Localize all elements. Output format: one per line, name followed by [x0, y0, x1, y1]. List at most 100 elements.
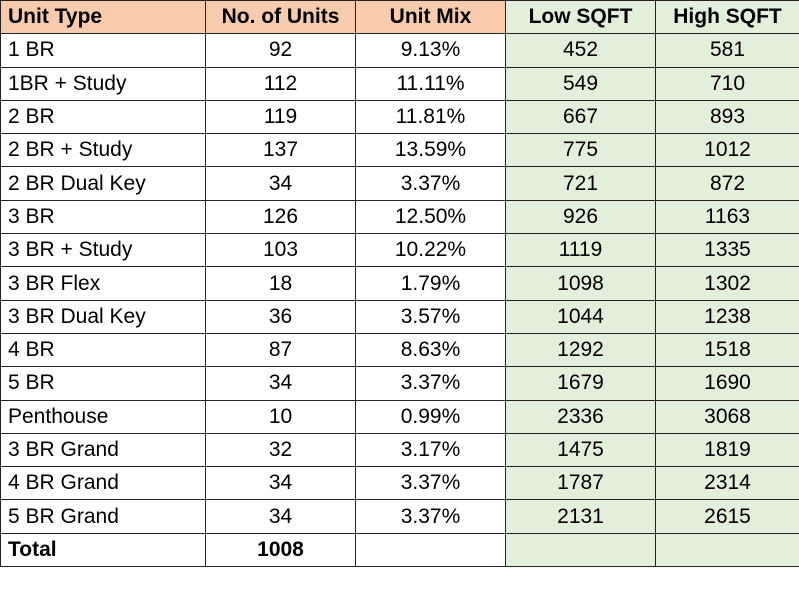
table-cell: 92 — [205, 33, 356, 68]
table-cell: 2314 — [655, 466, 799, 501]
table-cell: 32 — [205, 432, 356, 468]
data-row: 5 BR Grand 34 3.37% 2131 2615 — [0, 499, 799, 534]
table-cell: 5 BR Grand — [0, 499, 206, 534]
table-cell: 3.17% — [355, 432, 506, 468]
table-cell: 775 — [505, 133, 656, 168]
table-cell: 926 — [505, 199, 656, 235]
data-row: 2 BR 119 11.81% 667 893 — [0, 99, 799, 135]
table-cell: 581 — [655, 33, 799, 68]
data-row: 3 BR Dual Key 36 3.57% 1044 1238 — [0, 299, 799, 334]
data-row: 1 BR 92 9.13% 452 581 — [0, 33, 799, 68]
table-cell: 1BR + Study — [0, 66, 206, 101]
table-cell: 3 BR + Study — [0, 233, 206, 268]
table-body: Unit Type No. of Units Unit Mix Low SQFT Hig… — [0, 0, 799, 568]
data-row: 2 BR Dual Key 34 3.37% 721 872 — [0, 166, 799, 201]
table-cell: 1787 — [505, 466, 656, 501]
table-cell: 893 — [655, 99, 799, 135]
table-cell: 2615 — [655, 499, 799, 534]
data-row: 1BR + Study 112 11.11% 549 710 — [0, 66, 799, 101]
table-cell: 9.13% — [355, 33, 506, 68]
table-cell: 1302 — [655, 266, 799, 301]
table-cell: 1.79% — [355, 266, 506, 301]
table-cell: 1292 — [505, 332, 656, 368]
table-cell: 3.37% — [355, 166, 506, 201]
table-cell: 3 BR Dual Key — [0, 299, 206, 334]
table-cell: 2131 — [505, 499, 656, 534]
table-cell: 103 — [205, 233, 356, 268]
table-cell: 1819 — [655, 432, 799, 468]
table-cell: 34 — [205, 166, 356, 201]
table-cell: 710 — [655, 66, 799, 101]
data-row: 5 BR 34 3.37% 1679 1690 — [0, 366, 799, 401]
table-cell: 1335 — [655, 233, 799, 268]
table-cell: 3.37% — [355, 499, 506, 534]
table-cell: 1475 — [505, 432, 656, 468]
table-cell: 4 BR Grand — [0, 466, 206, 501]
table-cell: 1518 — [655, 332, 799, 368]
table-cell: 8.63% — [355, 332, 506, 368]
table-cell: 1238 — [655, 299, 799, 334]
table-cell: 11.81% — [355, 99, 506, 135]
table-cell: 1679 — [505, 366, 656, 401]
table-cell: 667 — [505, 99, 656, 135]
table-cell: 452 — [505, 33, 656, 68]
table-cell: Penthouse — [0, 399, 206, 434]
data-row: 3 BR + Study 103 10.22% 1119 1335 — [0, 233, 799, 268]
table-cell: 112 — [205, 66, 356, 101]
total-row: Total 1008 — [0, 532, 799, 568]
table-cell: 87 — [205, 332, 356, 368]
table-cell: 872 — [655, 166, 799, 201]
table-cell: 2 BR Dual Key — [0, 166, 206, 201]
table-cell: 3.57% — [355, 299, 506, 334]
table-cell: 5 BR — [0, 366, 206, 401]
table-cell: 1044 — [505, 299, 656, 334]
data-row: 2 BR + Study 137 13.59% 775 1012 — [0, 133, 799, 168]
table-cell: 126 — [205, 199, 356, 235]
table-cell: 2 BR — [0, 99, 206, 135]
table-cell: 1098 — [505, 266, 656, 301]
table-cell: 1163 — [655, 199, 799, 235]
data-row: Penthouse 10 0.99% 2336 3068 — [0, 399, 799, 434]
table-cell: Unit Type — [0, 0, 206, 35]
table-cell — [505, 532, 656, 568]
table-cell: No. of Units — [205, 0, 356, 35]
table-cell: 13.59% — [355, 133, 506, 168]
table-cell: 12.50% — [355, 199, 506, 235]
table-cell: 34 — [205, 366, 356, 401]
table-cell: 3068 — [655, 399, 799, 434]
table-cell: 1119 — [505, 233, 656, 268]
unit-table: Unit Type No. of Units Unit Mix Low SQFT Hig… — [0, 0, 799, 568]
table-cell: 3 BR Flex — [0, 266, 206, 301]
table-cell: 3.37% — [355, 466, 506, 501]
table-cell: 1690 — [655, 366, 799, 401]
table-cell: 11.11% — [355, 66, 506, 101]
data-row: 3 BR 126 12.50% 926 1163 — [0, 199, 799, 235]
table-cell: 10.22% — [355, 233, 506, 268]
table-cell: High SQFT — [655, 0, 799, 35]
table-cell: 549 — [505, 66, 656, 101]
table-cell: 3 BR Grand — [0, 432, 206, 468]
table-cell: 36 — [205, 299, 356, 334]
table-cell: Unit Mix — [355, 0, 506, 35]
data-row: 3 BR Flex 18 1.79% 1098 1302 — [0, 266, 799, 301]
table-cell: 2336 — [505, 399, 656, 434]
table-cell: 3.37% — [355, 366, 506, 401]
table-cell: 34 — [205, 466, 356, 501]
data-row: 3 BR Grand 32 3.17% 1475 1819 — [0, 432, 799, 468]
header-row: Unit Type No. of Units Unit Mix Low SQFT Hig… — [0, 0, 799, 35]
table-cell: 721 — [505, 166, 656, 201]
table-cell: 1008 — [205, 532, 356, 568]
table-cell: 3 BR — [0, 199, 206, 235]
table-cell: 1012 — [655, 133, 799, 168]
table-cell: 4 BR — [0, 332, 206, 368]
table-cell: 0.99% — [355, 399, 506, 434]
table-cell — [355, 532, 506, 568]
table-cell: 137 — [205, 133, 356, 168]
data-row: 4 BR 87 8.63% 1292 1518 — [0, 332, 799, 368]
table-cell: Total — [0, 532, 206, 568]
table-cell — [655, 532, 799, 568]
table-cell: 34 — [205, 499, 356, 534]
table-cell: 1 BR — [0, 33, 206, 68]
table-cell: 10 — [205, 399, 356, 434]
